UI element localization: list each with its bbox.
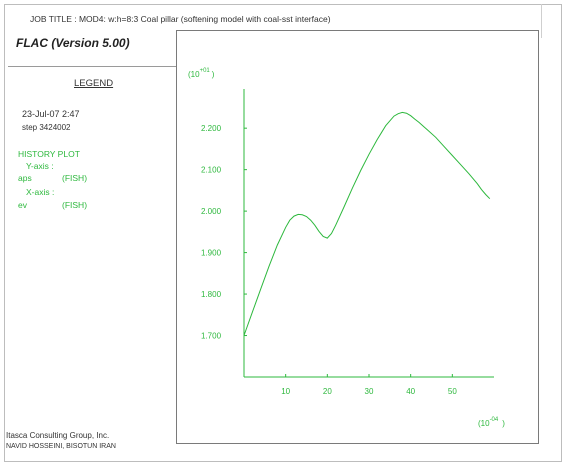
legend-title: LEGEND [74, 78, 114, 89]
x-tick-label: 30 [365, 387, 374, 396]
chart-ticks: 10 20 30 40 50 1.700 1.800 1.900 2.000 2.100 2.200 [201, 124, 457, 396]
series-line-0 [243, 111, 491, 336]
y-tick-label: 2.200 [201, 124, 222, 133]
figure-border [4, 4, 562, 462]
y-axis-type: (FISH) [62, 173, 88, 183]
x-tick-label: 20 [323, 387, 332, 396]
y-tick-label: 1.700 [201, 332, 222, 341]
x-tick-label: 10 [281, 387, 290, 396]
header-divider [541, 4, 542, 38]
legend-date: 23-Jul-07 2:47 [22, 109, 80, 119]
job-title: JOB TITLE : MOD4: w:h=8:3 Coal pillar (s… [30, 14, 331, 24]
legend-step: step 3424002 [22, 123, 71, 132]
company-name: Itasca Consulting Group, Inc. [6, 431, 110, 440]
y-tick-label: 1.800 [201, 290, 222, 299]
app-title: FLAC (Version 5.00) [16, 36, 130, 50]
author-name: NAVID HOSSEINI, BISOTUN IRAN [6, 443, 116, 450]
x-multiplier: (10-04) [478, 417, 505, 428]
y-axis-variable: aps [18, 173, 32, 183]
chart-axes [243, 89, 494, 378]
x-axis-type: (FISH) [62, 200, 88, 210]
x-tick-label: 40 [406, 387, 415, 396]
history-plot-label: HISTORY PLOT [18, 149, 80, 159]
y-tick-label: 2.100 [201, 166, 222, 175]
x-axis-caption: X-axis : [26, 187, 55, 197]
chart-series [243, 111, 491, 336]
y-axis-caption: Y-axis : [26, 161, 54, 171]
x-tick-label: 50 [448, 387, 457, 396]
plot-frame [176, 30, 539, 444]
y-multiplier: (10+01) [188, 68, 215, 79]
y-tick-label: 2.000 [201, 207, 222, 216]
legend-divider [8, 66, 176, 67]
x-axis-variable: ev [18, 200, 27, 210]
y-tick-label: 1.900 [201, 249, 222, 258]
